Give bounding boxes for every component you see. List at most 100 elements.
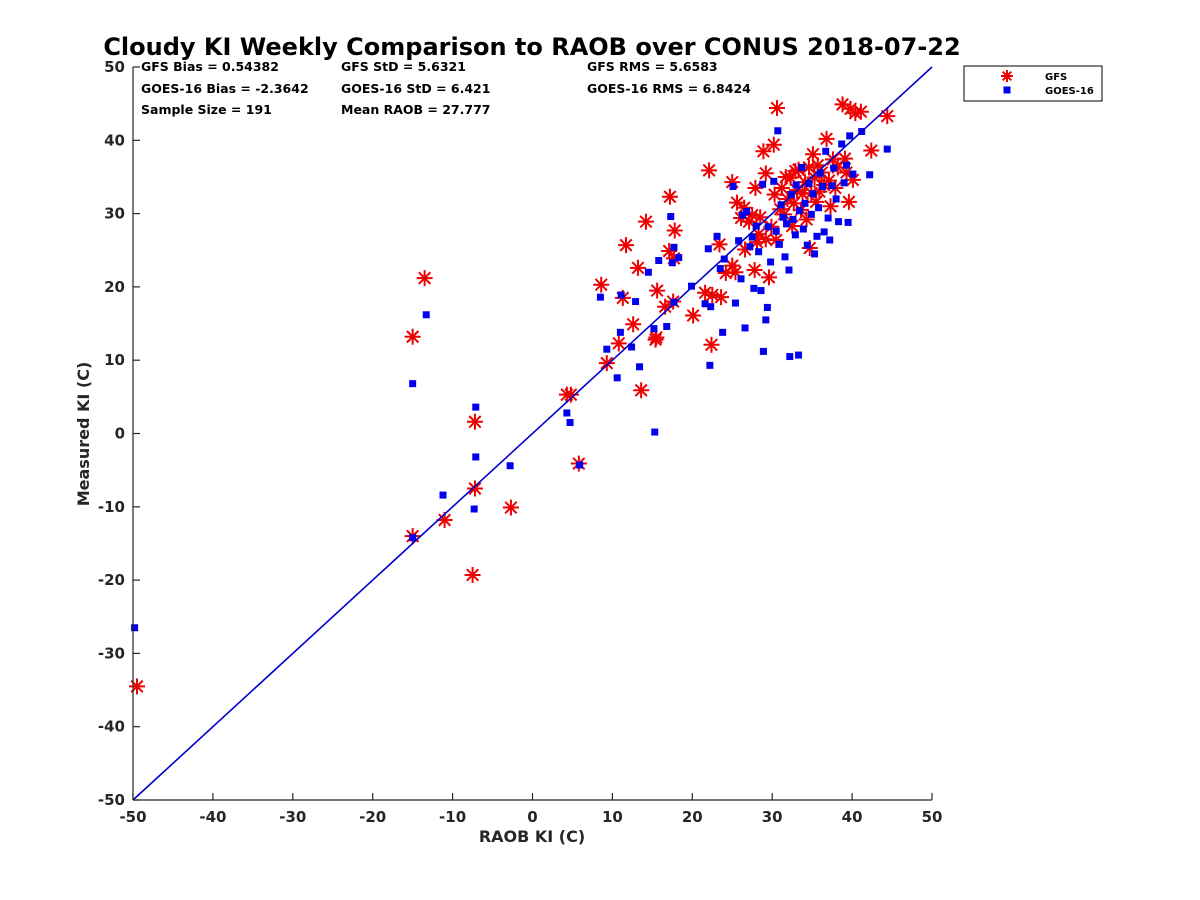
goes-16-point [713,232,721,240]
goes-16-point [755,248,763,256]
goes-16-point [820,228,828,236]
gfs-point [633,382,650,399]
plot-marks [128,66,933,801]
gfs-point [637,213,654,230]
gfs-point [713,289,730,306]
goes-16-point [409,534,417,542]
goes-16-point [762,316,770,324]
gfs-point [466,413,483,430]
legend-items: GFS GOES-16 [1001,70,1094,97]
goes-16-point [720,255,728,263]
gfs-point [562,386,579,403]
y-tick-label: 40 [104,131,125,149]
goes-16-point [566,419,574,427]
goes-16-point [613,374,621,382]
goes-16-point [707,303,715,311]
x-tick-label: -40 [199,808,226,826]
gfs-point [818,130,835,147]
goes-16-point [822,147,830,155]
goes-16-point [737,275,745,283]
gfs-point [625,316,642,333]
gfs-point [404,328,421,345]
goes-16-point [770,177,778,185]
gfs-point [840,193,857,210]
goes-16-point [675,254,683,262]
gfs-point [629,259,646,276]
goes-16-point [704,245,712,253]
goes-16-point [616,328,624,336]
goes-16-point [746,243,754,251]
gfs-point [765,136,782,153]
y-tick-label: 10 [104,351,125,369]
goes-16-point [743,207,751,215]
gfs-point [416,270,433,287]
goes-16-point [729,182,737,190]
goes-16-point [506,462,514,470]
gfs-point [703,336,720,353]
stat-text: GOES-16 RMS = 6.8424 [587,81,751,96]
goes-16-point [807,210,815,218]
gfs-point [649,282,666,299]
gfs-point [768,100,785,117]
legend-gfs-marker [1001,70,1013,82]
goes-16-point [670,243,678,251]
stat-text: GFS Bias = 0.54382 [141,59,279,74]
x-tick-label: 20 [682,808,703,826]
goes-16-point [617,291,625,299]
gfs-point [464,566,481,583]
x-tick-label: -20 [359,808,386,826]
goes-16-point [830,164,838,172]
goes-16-point [767,258,775,266]
x-tick-label: -10 [439,808,466,826]
goes-16-point [828,182,836,190]
x-tick-label: 10 [602,808,623,826]
goes-16-point [816,169,824,177]
tick-labels: -50 -40 -30 -20 -10 0 10 20 30 40 50 -50 -40 -30 -20 -1… [98,58,943,826]
legend-goes-16-marker [1003,86,1011,94]
gfs-point [746,262,763,279]
goes-16-point [763,303,771,311]
goes-16-point [719,328,727,336]
goes-16-point [846,132,854,140]
goes-16-point [799,225,807,233]
goes-16-point [563,409,571,417]
goes-16-point [636,363,644,371]
stat-text: GFS RMS = 5.6583 [587,59,718,74]
goes-16-point [628,343,636,351]
goes-16-point [781,253,789,261]
goes-16-point [735,237,743,245]
gfs-point [724,257,741,274]
goes-16-point [603,345,611,353]
goes-16-point [422,311,430,319]
y-tick-label: 50 [104,58,125,76]
goes-16-point [750,284,758,292]
goes-16-point [650,325,658,333]
goes-16-point [840,179,848,187]
goes-16-point [644,268,652,276]
stat-text: GOES-16 StD = 6.421 [341,81,490,96]
gfs-point [879,108,896,125]
gfs-point [610,335,627,352]
legend-box [963,65,1103,102]
goes-16-point [819,182,827,190]
goes-16-point [813,232,821,240]
gfs-point [661,188,678,205]
legend-gfs-label: GFS [1045,72,1067,83]
goes-16-point [832,195,840,203]
goes-16-point [835,218,843,226]
goes-16-point [774,127,782,135]
gfs-point [666,222,683,239]
goes-16-point [706,361,714,369]
x-axis-label: RAOB KI (C) [479,827,585,846]
y-tick-label: -10 [98,498,125,516]
goes-16-point [748,233,756,241]
goes-16-point [670,298,678,306]
goes-16-point [811,250,819,258]
y-tick-label: -50 [98,791,125,809]
goes-16-point [596,293,604,301]
goes-16-point [805,180,813,188]
goes-16-point [775,240,783,248]
goes-16-point [838,140,846,148]
y-tick-label: -20 [98,571,125,589]
